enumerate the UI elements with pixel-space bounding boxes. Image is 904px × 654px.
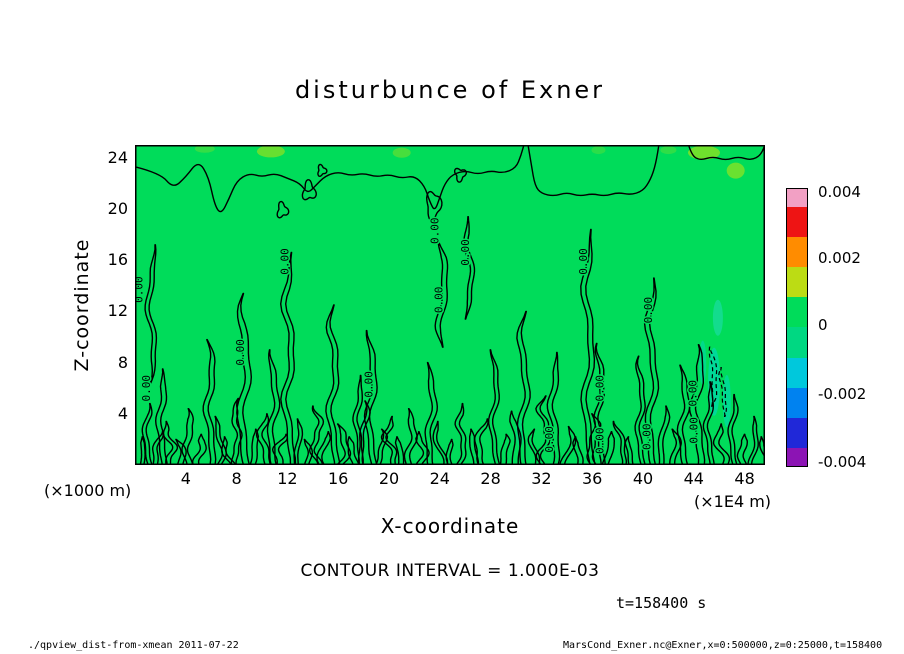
svg-text:0.00: 0.00 — [279, 248, 292, 275]
contour-plot: 0.00 0.00 0.00 0.00 0.00 0.00 0.00 0.00 0.00 0.00… — [135, 145, 765, 465]
footer-source: MarsCond_Exner.nc@Exner,x=0:500000,z=0:2… — [563, 640, 883, 651]
negative-contour-dashed — [708, 346, 728, 417]
time-note: t=158400 s — [616, 594, 707, 612]
footer-command: ./qpview_dist-from-xmean 2011-07-22 — [28, 640, 239, 651]
svg-text:0.00: 0.00 — [577, 248, 590, 275]
x-tick-label: 36 — [582, 469, 603, 488]
y-tick-label: 12 — [107, 301, 128, 321]
x-tick-label: 4 — [180, 469, 191, 488]
plot-title: disturbunce of Exner — [294, 76, 606, 104]
svg-text:0.00: 0.00 — [641, 424, 654, 451]
x-tick-label: 20 — [378, 469, 400, 488]
colorbar-band — [787, 357, 807, 388]
y-tick-label: 24 — [107, 147, 128, 167]
x-axis-unit: (×1E4 m) — [694, 492, 772, 511]
colorbar-band — [787, 297, 807, 328]
svg-text:0.00: 0.00 — [543, 426, 556, 453]
field-background — [135, 145, 765, 465]
svg-text:0.00: 0.00 — [234, 339, 247, 366]
colorbar-band — [787, 447, 807, 466]
colorbar-band — [787, 207, 807, 238]
x-tick-label: 24 — [429, 469, 450, 488]
svg-text:0.00: 0.00 — [642, 297, 655, 324]
svg-text:0.00: 0.00 — [594, 427, 607, 454]
y-tick-label: 8 — [117, 352, 128, 372]
y-tick-label: 4 — [117, 403, 128, 423]
colorbar-band — [787, 327, 807, 358]
y-axis-label: Z-coordinate — [71, 238, 93, 372]
colorbar-band — [787, 417, 807, 448]
colorbar-band — [787, 267, 807, 298]
colorbar-tick-label: 0.004 — [818, 182, 861, 201]
x-tick-label: 28 — [480, 469, 501, 488]
svg-text:0.00: 0.00 — [594, 375, 607, 402]
colorbar — [786, 188, 808, 467]
contour-interval-note: CONTOUR INTERVAL = 1.000E-03 — [300, 561, 600, 581]
y-axis-unit: (×1000 m) — [44, 481, 132, 500]
svg-text:0.00: 0.00 — [135, 276, 146, 303]
colorbar-tick-label: -0.002 — [818, 384, 867, 403]
x-axis-label: X-coordinate — [380, 514, 520, 538]
x-tick-label: 44 — [683, 469, 704, 488]
x-tick-label: 16 — [328, 469, 349, 488]
colorbar-band — [787, 189, 807, 208]
svg-text:0.00: 0.00 — [140, 375, 153, 402]
colorbar-band — [787, 387, 807, 418]
colorbar-tick-label: 0.002 — [818, 249, 861, 268]
svg-text:0.00: 0.00 — [686, 380, 699, 407]
x-tick-label: 48 — [734, 469, 755, 488]
x-tick-label: 40 — [632, 469, 654, 488]
svg-text:0.00: 0.00 — [429, 218, 442, 245]
plot-frame — [135, 145, 765, 465]
x-tick-label: 32 — [531, 469, 552, 488]
colorbar-tick-label: 0 — [818, 315, 828, 334]
svg-text:0.00: 0.00 — [363, 371, 376, 398]
svg-text:0.00: 0.00 — [459, 239, 472, 266]
contour-lines — [135, 145, 765, 465]
svg-text:0.00: 0.00 — [688, 417, 701, 444]
y-tick-label: 20 — [107, 199, 128, 218]
x-tick-label: 8 — [231, 469, 242, 488]
colorbar-band — [787, 237, 807, 268]
y-tick-label: 16 — [107, 250, 128, 270]
svg-text:0.00: 0.00 — [432, 287, 445, 314]
contour-value-labels: 0.00 0.00 0.00 0.00 0.00 0.00 0.00 0.00 0.00 0.00… — [135, 216, 702, 455]
x-tick-label: 12 — [277, 469, 298, 488]
colorbar-tick-label: -0.004 — [818, 452, 867, 471]
